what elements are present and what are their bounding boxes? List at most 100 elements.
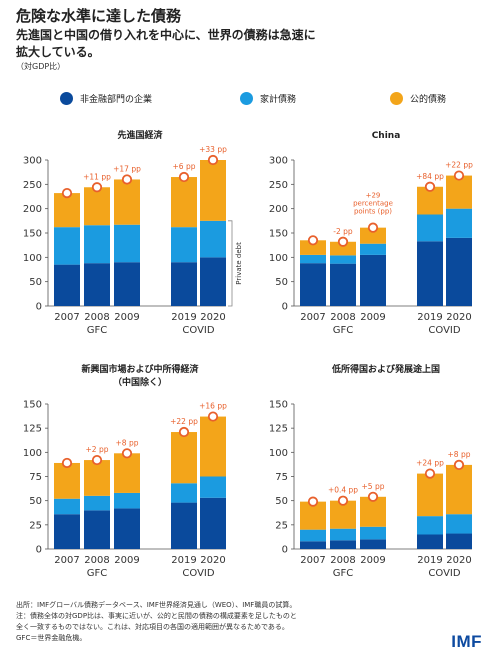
annotation-1-4: +22 pp bbox=[445, 161, 473, 170]
group-label-gfc-0: GFC bbox=[87, 325, 108, 336]
y-tick-label-3-5: 125 bbox=[269, 424, 288, 435]
group-label-covid-3: COVID bbox=[428, 568, 460, 579]
total-marker-1-2 bbox=[367, 222, 379, 233]
y-tick-label-1-1: 50 bbox=[275, 277, 288, 288]
bar-segment-0-3-0 bbox=[171, 262, 197, 306]
total-marker-2-4 bbox=[207, 411, 219, 422]
y-tick-label-2-3: 75 bbox=[29, 472, 42, 483]
legend-item-corporate: 非金融部門の企業 bbox=[60, 92, 152, 105]
bar-segment-2-3-1 bbox=[171, 483, 197, 503]
x-tick-label-0-3: 2019 bbox=[171, 312, 196, 323]
annotation-2-2: +8 pp bbox=[116, 438, 139, 447]
y-tick-label-1-4: 200 bbox=[269, 204, 288, 215]
y-tick-label-0-2: 100 bbox=[23, 253, 42, 264]
bar-segment-1-0-2 bbox=[300, 240, 326, 255]
annotation-0-4: +33 pp bbox=[199, 145, 227, 154]
group-label-gfc-2: GFC bbox=[87, 568, 108, 579]
x-tick-label-2-2: 2009 bbox=[114, 555, 139, 566]
group-label-gfc-1: GFC bbox=[333, 325, 354, 336]
total-marker-0-0 bbox=[61, 187, 73, 199]
total-marker-1-3 bbox=[424, 181, 436, 192]
bar-segment-1-4-2 bbox=[446, 175, 472, 209]
bar-segment-1-4-0 bbox=[446, 237, 472, 306]
group-label-covid-1: COVID bbox=[428, 325, 460, 336]
bar-segment-1-2-0 bbox=[360, 254, 386, 306]
bar-segment-2-1-2 bbox=[84, 460, 110, 496]
bar-segment-2-1-0 bbox=[84, 510, 110, 549]
total-marker-3-0 bbox=[307, 496, 319, 507]
bar-segment-2-0-0 bbox=[54, 514, 80, 549]
y-tick-label-0-5: 250 bbox=[23, 180, 42, 191]
bar-segment-2-3-2 bbox=[171, 432, 197, 484]
footer-note-3: GFC＝世界金融危機。 bbox=[16, 634, 87, 642]
bar-segment-2-2-1 bbox=[114, 492, 140, 509]
x-tick-label-2-1: 2008 bbox=[84, 555, 109, 566]
private-debt-bracket-0 bbox=[228, 220, 233, 307]
annotation-1-1: -2 pp bbox=[333, 227, 353, 236]
bar-segment-1-1-1 bbox=[330, 255, 356, 264]
legend-label-public: 公的債務 bbox=[410, 95, 447, 105]
bar-segment-2-4-2 bbox=[200, 416, 226, 477]
bar-segment-2-1-1 bbox=[84, 495, 110, 511]
y-tick-label-3-6: 150 bbox=[269, 400, 288, 411]
total-marker-2-0 bbox=[61, 457, 73, 469]
chart-title-1: China bbox=[372, 131, 401, 141]
bar-segment-1-0-0 bbox=[300, 263, 326, 306]
group-label-covid-0: COVID bbox=[182, 325, 214, 336]
y-tick-label-0-6: 300 bbox=[23, 156, 42, 167]
y-tick-label-2-1: 25 bbox=[29, 520, 42, 531]
bar-segment-3-4-2 bbox=[446, 464, 472, 515]
y-tick-label-2-6: 150 bbox=[23, 400, 42, 411]
legend-label-corporate: 非金融部門の企業 bbox=[80, 95, 153, 105]
y-tick-label-3-4: 100 bbox=[269, 448, 288, 459]
legend-swatch-corporate bbox=[60, 92, 73, 105]
y-tick-label-2-0: 0 bbox=[36, 545, 42, 556]
total-marker-0-3 bbox=[178, 171, 190, 183]
y-tick-label-1-2: 100 bbox=[269, 253, 288, 264]
y-tick-label-2-4: 100 bbox=[23, 448, 42, 459]
annotation-2-3: +22 pp bbox=[170, 417, 198, 426]
bar-segment-3-3-0 bbox=[417, 534, 443, 549]
bar-segment-0-4-0 bbox=[200, 257, 226, 306]
footer-source: 出所：IMFグローバル債務データベース、IMF世界経済見通し（WEO）、IMF職… bbox=[16, 601, 297, 609]
annotation-3-3: +24 pp bbox=[416, 459, 444, 468]
page-title: 危険な水準に達した債務 bbox=[16, 7, 182, 25]
y-tick-label-3-1: 25 bbox=[275, 520, 288, 531]
total-marker-2-2 bbox=[121, 448, 133, 459]
bar-segment-1-3-1 bbox=[417, 214, 443, 242]
bar-segment-0-1-1 bbox=[84, 225, 110, 264]
bar-segment-3-0-1 bbox=[300, 529, 326, 542]
bar-segment-0-0-2 bbox=[54, 193, 80, 228]
footer-note-1: 注：債務全体の対GDP比は、事実に近いが、公的と民間の債務の構成要素を足したもの… bbox=[16, 612, 297, 620]
total-marker-1-4 bbox=[453, 170, 465, 181]
bar-segment-1-2-1 bbox=[360, 243, 386, 255]
bar-segment-2-0-2 bbox=[54, 462, 80, 499]
total-marker-1-0 bbox=[307, 235, 319, 246]
legend-item-household: 家計債務 bbox=[240, 92, 296, 105]
chart-title-0: 先進国経済 bbox=[117, 129, 163, 141]
x-tick-label-3-2: 2009 bbox=[360, 555, 385, 566]
legend-swatch-household bbox=[240, 92, 253, 105]
annotation-3-1: +0.4 pp bbox=[328, 486, 358, 495]
annotation-0-3: +6 pp bbox=[173, 162, 196, 171]
footer-note-2: 全く一致するものではない。これは、対応項目の各国の適用範囲が異なるためである。 bbox=[16, 623, 289, 631]
bar-segment-3-1-0 bbox=[330, 540, 356, 549]
x-tick-label-0-1: 2008 bbox=[84, 312, 109, 323]
bar-segment-0-4-2 bbox=[200, 160, 226, 221]
y-tick-label-1-6: 300 bbox=[269, 156, 288, 167]
page-subtitle-line2: 拡大している。 bbox=[16, 45, 100, 59]
y-tick-label-2-2: 50 bbox=[29, 496, 42, 507]
x-tick-label-1-3: 2019 bbox=[417, 312, 442, 323]
y-tick-label-0-4: 200 bbox=[23, 204, 42, 215]
bar-segment-0-3-1 bbox=[171, 227, 197, 263]
total-marker-3-1 bbox=[337, 495, 349, 506]
legend-swatch-public bbox=[390, 92, 403, 105]
y-tick-label-0-3: 150 bbox=[23, 229, 42, 240]
y-tick-label-0-0: 0 bbox=[36, 302, 42, 313]
x-tick-label-0-0: 2007 bbox=[54, 312, 79, 323]
y-tick-label-0-1: 50 bbox=[29, 277, 42, 288]
unit-label: （対GDP比） bbox=[16, 62, 66, 71]
chart-title-2: 新興国市場および中所得経済 bbox=[81, 363, 199, 375]
total-marker-2-3 bbox=[178, 426, 190, 438]
